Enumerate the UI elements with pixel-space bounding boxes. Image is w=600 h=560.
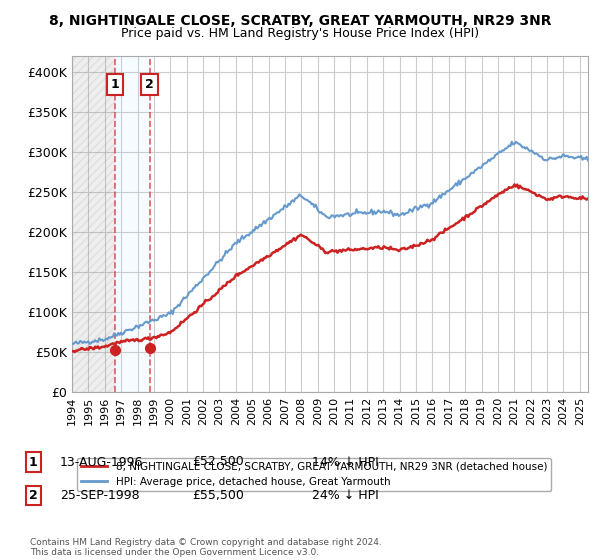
Text: 2: 2 xyxy=(145,78,154,91)
Text: 14% ↓ HPI: 14% ↓ HPI xyxy=(312,455,379,469)
Legend: 8, NIGHTINGALE CLOSE, SCRATBY, GREAT YARMOUTH, NR29 3NR (detached house), HPI: A: 8, NIGHTINGALE CLOSE, SCRATBY, GREAT YAR… xyxy=(77,458,551,491)
Text: 24% ↓ HPI: 24% ↓ HPI xyxy=(312,489,379,502)
Text: 8, NIGHTINGALE CLOSE, SCRATBY, GREAT YARMOUTH, NR29 3NR: 8, NIGHTINGALE CLOSE, SCRATBY, GREAT YAR… xyxy=(49,14,551,28)
Text: 25-SEP-1998: 25-SEP-1998 xyxy=(60,489,140,502)
Text: 13-AUG-1996: 13-AUG-1996 xyxy=(60,455,143,469)
Text: 1: 1 xyxy=(110,78,119,91)
Text: £52,500: £52,500 xyxy=(192,455,244,469)
Text: 2: 2 xyxy=(29,489,37,502)
Text: 1: 1 xyxy=(29,455,37,469)
Bar xyxy=(115,56,149,392)
Text: £55,500: £55,500 xyxy=(192,489,244,502)
Text: Price paid vs. HM Land Registry's House Price Index (HPI): Price paid vs. HM Land Registry's House … xyxy=(121,27,479,40)
Bar xyxy=(72,56,115,392)
Text: Contains HM Land Registry data © Crown copyright and database right 2024.
This d: Contains HM Land Registry data © Crown c… xyxy=(30,538,382,557)
